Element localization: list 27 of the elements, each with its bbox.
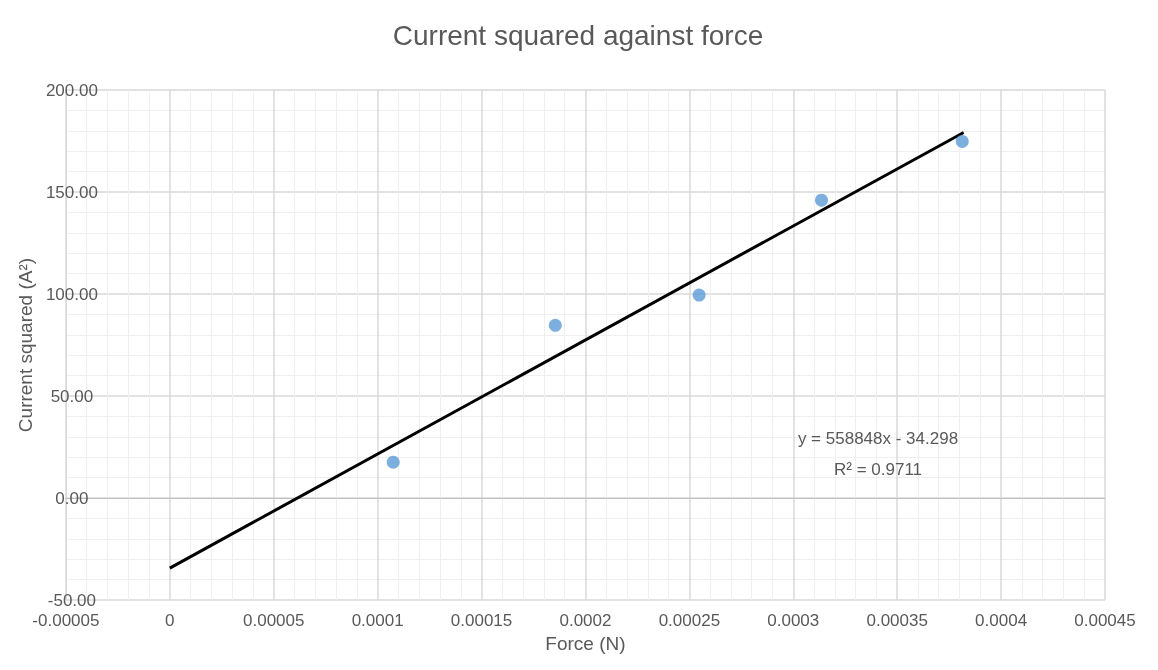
y-axis-title: Current squared (A²) — [15, 257, 36, 433]
point — [955, 134, 969, 148]
y-tick-label: 50.00 — [50, 386, 94, 406]
annotation: y = 558848x - 34.298 — [797, 428, 959, 448]
x-tick-label: 0.00025 — [658, 611, 721, 631]
chart-title: Current squared against force — [392, 19, 764, 51]
x-tick-label: 0.00005 — [242, 611, 305, 631]
y-tick-label: 100.00 — [45, 284, 98, 304]
x-axis-title: Force (N) — [545, 633, 626, 654]
y-tick-label: -50.00 — [47, 590, 96, 610]
point — [815, 193, 829, 207]
x-tick-label: 0.00035 — [866, 611, 928, 631]
x-tick-label: 0 — [165, 611, 175, 631]
y-tick-label: 0.00 — [55, 488, 89, 508]
x-tick-label: 0.00015 — [450, 611, 513, 631]
x-tick-label: 0.0003 — [767, 611, 820, 631]
annotation: R² = 0.9711 — [833, 459, 923, 479]
x-tick-label: 0.0004 — [975, 611, 1028, 631]
x-tick-label: -0.00005 — [32, 611, 100, 631]
point — [548, 318, 562, 332]
x-tick-label: 0.0002 — [559, 611, 612, 631]
point — [386, 455, 400, 469]
y-tick-label: 200.00 — [45, 80, 98, 100]
x-tick-label: 0.0001 — [351, 611, 404, 631]
x-tick-label: 0.00045 — [1074, 611, 1136, 631]
point — [692, 288, 706, 302]
y-tick-label: 150.00 — [45, 182, 98, 202]
